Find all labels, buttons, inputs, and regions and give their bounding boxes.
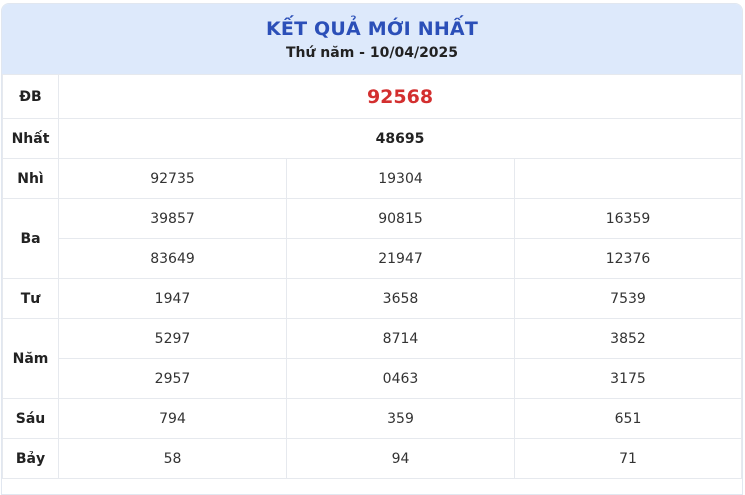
prize-value-ba: 83649 [58, 238, 287, 279]
draw-date: Thứ năm - 10/04/2025 [285, 45, 459, 61]
prize-label-sau: Sáu [2, 398, 59, 439]
prize-row-ba: 83649 21947 12376 [3, 238, 742, 279]
prize-value-sau: 794 [58, 398, 287, 439]
prize-value-nam: 3852 [514, 318, 742, 359]
prize-value-bay: 94 [286, 438, 515, 479]
prize-label-db: ĐB [2, 74, 59, 119]
prize-label-ba: Ba [2, 198, 59, 279]
prize-value-sau: 359 [286, 398, 515, 439]
prize-value-ba: 21947 [286, 238, 515, 279]
prize-label-nhi: Nhì [2, 158, 59, 199]
prize-row-nhi: Nhì 92735 19304 [2, 158, 742, 199]
prize-row-tu: Tư 1947 3658 7539 [2, 278, 742, 319]
prize-value-nam: 5297 [58, 318, 287, 359]
prize-value-nhat: 48695 [58, 118, 742, 159]
prize-label-nam: Năm [2, 318, 59, 399]
prize-value-tu: 3658 [286, 278, 515, 319]
prize-value-tu: 1947 [58, 278, 287, 319]
prize-value-ba: 90815 [286, 198, 515, 239]
prize-value-nhi: 92735 [58, 158, 287, 199]
prize-label-tu: Tư [2, 278, 59, 319]
results-header: KẾT QUẢ MỚI NHẤT Thứ năm - 10/04/2025 [2, 4, 742, 74]
prize-value-db: 92568 [58, 74, 742, 119]
prize-row-bay: Bảy 58 94 71 [2, 438, 742, 479]
prize-value-ba: 12376 [514, 238, 742, 279]
empty-cell [514, 158, 742, 199]
prize-value-nhi: 19304 [286, 158, 515, 199]
prize-row-db: ĐB 92568 [2, 74, 742, 119]
prize-row-ba: Ba 39857 90815 16359 [2, 198, 742, 279]
prize-row-nam: Năm 5297 8714 3852 [2, 318, 742, 399]
prize-row-nam: 2957 0463 3175 [3, 358, 742, 399]
prize-label-bay: Bảy [2, 438, 59, 479]
special-prize-number: 92568 [366, 85, 434, 108]
prize-value-bay: 58 [58, 438, 287, 479]
prize-value-nam: 3175 [514, 358, 742, 399]
first-prize-number: 48695 [375, 130, 425, 147]
prize-row-sau: Sáu 794 359 651 [2, 398, 742, 439]
prize-value-ba: 16359 [514, 198, 742, 239]
prize-value-nam: 0463 [286, 358, 515, 399]
prize-value-sau: 651 [514, 398, 742, 439]
prize-value-ba: 39857 [58, 198, 287, 239]
prize-value-tu: 7539 [514, 278, 742, 319]
prize-value-nam: 2957 [58, 358, 287, 399]
results-title: KẾT QUẢ MỚI NHẤT [265, 18, 479, 40]
prize-value-bay: 71 [514, 438, 742, 479]
prize-label-nhat: Nhất [2, 118, 59, 159]
results-card: KẾT QUẢ MỚI NHẤT Thứ năm - 10/04/2025 ĐB… [1, 3, 743, 495]
prize-row-nhat: Nhất 48695 [2, 118, 742, 159]
results-table: ĐB 92568 Nhất 48695 Nhì 92735 19304 Ba 3… [2, 74, 742, 479]
prize-value-nam: 8714 [286, 318, 515, 359]
